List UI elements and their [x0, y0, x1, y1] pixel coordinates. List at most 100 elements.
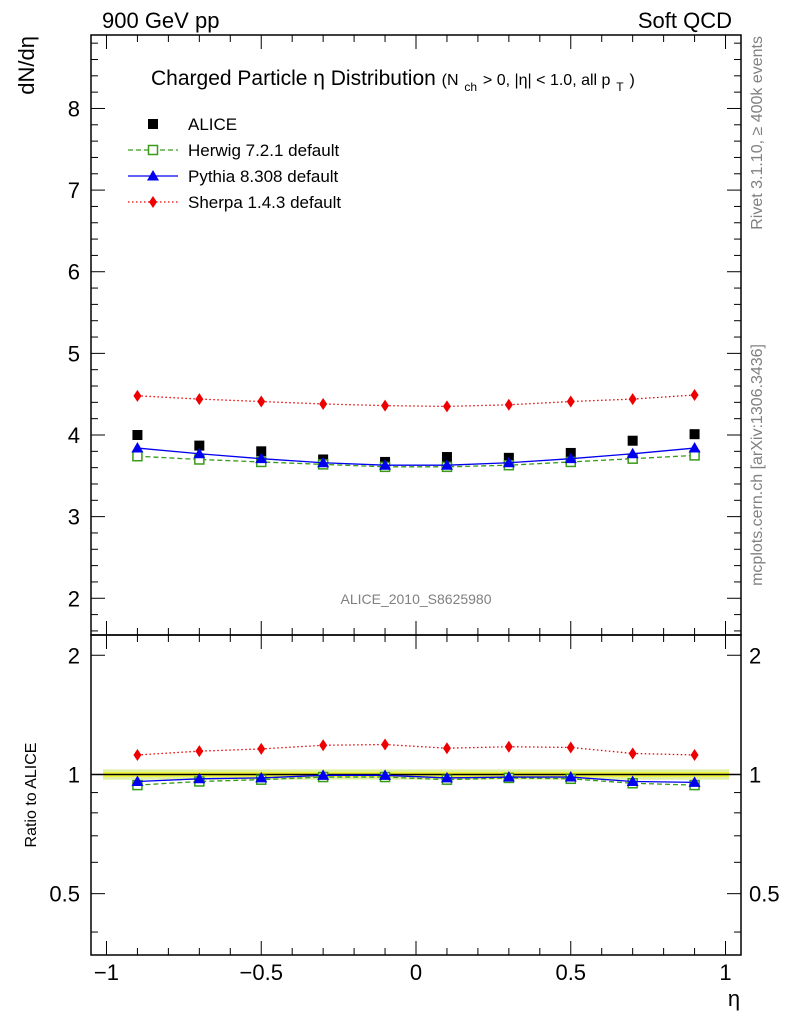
main-point-pythia-8-308-default	[688, 442, 701, 453]
title-suffix-sub2: T	[616, 80, 624, 94]
main-point-sherpa-1-4-3-default	[319, 397, 328, 410]
main-point-pythia-8-308-default	[131, 442, 144, 453]
main-point-alice	[441, 452, 452, 463]
header-left: 900 GeV pp	[102, 8, 219, 33]
ratio-series-sherpa-1-4-3-default	[133, 738, 699, 761]
main-point-pythia-8-308-default	[626, 447, 639, 459]
main-line-sherpa-1-4-3-default	[137, 394, 695, 408]
ratio-point-sherpa-1-4-3-default	[195, 745, 204, 758]
main-point-alice	[689, 429, 700, 440]
main-series-herwig-7-2-1-default	[132, 450, 700, 473]
x-tick-labels: −1 −0.5 0 0.5 1	[94, 960, 732, 985]
title-suffix-open: (N	[442, 72, 459, 89]
ratio-line-pythia-8-308-default	[137, 774, 695, 784]
ratio-point-sherpa-1-4-3-default	[504, 740, 513, 753]
analysis-id: ALICE_2010_S8625980	[340, 591, 491, 607]
legend-label: Pythia 8.308 default	[188, 167, 339, 186]
ratio-point-sherpa-1-4-3-default	[381, 738, 390, 751]
main-point-alice	[627, 435, 638, 446]
ratio-point-pythia-8-308-default	[317, 769, 330, 780]
ratio-line-sherpa-1-4-3-default	[137, 743, 695, 756]
ratio-ytick-label-right: 1	[749, 762, 761, 787]
ratio-line-herwig-7-2-1-default	[137, 776, 695, 786]
x-axis-label: η	[728, 986, 740, 1011]
ratio-series-group	[131, 738, 701, 791]
ratio-point-pythia-8-308-default	[688, 776, 701, 787]
ratio-point-sherpa-1-4-3-default	[566, 741, 575, 754]
rivet-label: Rivet 3.1.10, ≥ 400k events	[749, 36, 766, 230]
title-suffix-mid: > 0, |η| < 1.0, all p	[483, 72, 611, 89]
ratio-point-pythia-8-308-default	[379, 769, 392, 780]
main-ytick-label: 6	[68, 260, 80, 285]
ratio-ytick-label-left: 0.5	[49, 882, 80, 907]
ratio-point-sherpa-1-4-3-default	[628, 747, 637, 760]
legend-label: Sherpa 1.4.3 default	[188, 193, 341, 212]
ratio-frame	[90, 634, 742, 956]
legend-item-sherpa-1-4-3-default: Sherpa 1.4.3 default	[128, 193, 341, 212]
main-line-herwig-7-2-1-default	[137, 454, 695, 468]
main-point-sherpa-1-4-3-default	[504, 398, 513, 411]
ratio-point-sherpa-1-4-3-default	[257, 742, 266, 755]
main-point-pythia-8-308-default	[193, 447, 206, 459]
ratio-axis-ticks	[91, 635, 741, 955]
x-tick-label: 0	[410, 960, 422, 985]
main-point-pythia-8-308-default	[379, 459, 392, 470]
legend-marker	[147, 170, 159, 181]
ratio-ytick-label-left: 1	[68, 762, 80, 787]
title-suffix-close: )	[629, 72, 634, 89]
main-ytick-label: 5	[68, 341, 80, 366]
ratio-panel: 0.5 0.5 1 1 2 2 −1 −0.5 0 0.5 1 Ratio to ALICE η	[23, 634, 780, 1011]
ratio-point-sherpa-1-4-3-default	[690, 748, 699, 761]
legend-item-alice: ALICE	[148, 115, 237, 134]
reference-band	[91, 769, 741, 780]
main-ytick-label: 7	[68, 178, 80, 203]
ratio-ylabel: Ratio to ALICE	[23, 743, 40, 848]
main-ytick-label: 3	[68, 505, 80, 530]
ratio-point-sherpa-1-4-3-default	[133, 748, 142, 761]
main-series-sherpa-1-4-3-default	[133, 389, 699, 413]
main-point-pythia-8-308-default	[255, 452, 268, 464]
ratio-point-pythia-8-308-default	[502, 771, 515, 782]
ratio-point-pythia-8-308-default	[131, 775, 144, 786]
main-series-pythia-8-308-default	[131, 442, 701, 470]
x-tick-label: 1	[719, 960, 731, 985]
main-point-sherpa-1-4-3-default	[195, 393, 204, 406]
legend-marker	[147, 144, 159, 156]
main-point-alice	[194, 440, 205, 451]
main-point-sherpa-1-4-3-default	[566, 395, 575, 408]
main-ylabel: dN/dη	[14, 36, 39, 95]
main-series-alice	[132, 429, 700, 467]
main-point-pythia-8-308-default	[317, 456, 330, 468]
ratio-point-pythia-8-308-default	[626, 775, 639, 786]
x-tick-label: 0.5	[555, 960, 586, 985]
ratio-point-pythia-8-308-default	[564, 771, 577, 782]
chart-title-main: Charged Particle η Distribution	[151, 67, 436, 90]
main-point-sherpa-1-4-3-default	[257, 395, 266, 408]
legend-item-pythia-8-308-default: Pythia 8.308 default	[128, 167, 339, 186]
ratio-ytick-label-right: 2	[749, 643, 761, 668]
main-point-herwig-7-2-1-default	[132, 450, 143, 462]
legend-label: ALICE	[188, 115, 237, 134]
legend-marker	[148, 119, 158, 129]
header-right: Soft QCD	[638, 8, 732, 33]
ratio-point-sherpa-1-4-3-default	[442, 742, 451, 755]
ratio-ytick-label-left: 2	[68, 643, 80, 668]
ratio-point-pythia-8-308-default	[255, 771, 268, 783]
legend-label: Herwig 7.2.1 default	[188, 141, 339, 160]
main-axis-ticks	[91, 35, 741, 635]
main-ytick-label: 2	[68, 586, 80, 611]
main-line-pythia-8-308-default	[137, 447, 695, 466]
main-point-sherpa-1-4-3-default	[628, 393, 637, 406]
main-point-pythia-8-308-default	[564, 452, 577, 464]
legend-item-herwig-7-2-1-default: Herwig 7.2.1 default	[128, 141, 339, 160]
ratio-ytick-labels: 0.5 0.5 1 1 2 2	[49, 643, 779, 906]
mcplots-label: mcplots.cern.ch [arXiv:1306.3436]	[749, 344, 766, 586]
main-point-alice	[256, 446, 267, 457]
main-panel: 2 3 4 5 6 7 8 dN/dη Charged Particle η Distrib…	[14, 34, 742, 636]
main-point-sherpa-1-4-3-default	[442, 400, 451, 413]
x-tick-label: −1	[94, 960, 119, 985]
main-point-alice	[132, 430, 143, 440]
ratio-ytick-label-right: 0.5	[749, 882, 780, 907]
main-ytick-label: 8	[68, 96, 80, 121]
